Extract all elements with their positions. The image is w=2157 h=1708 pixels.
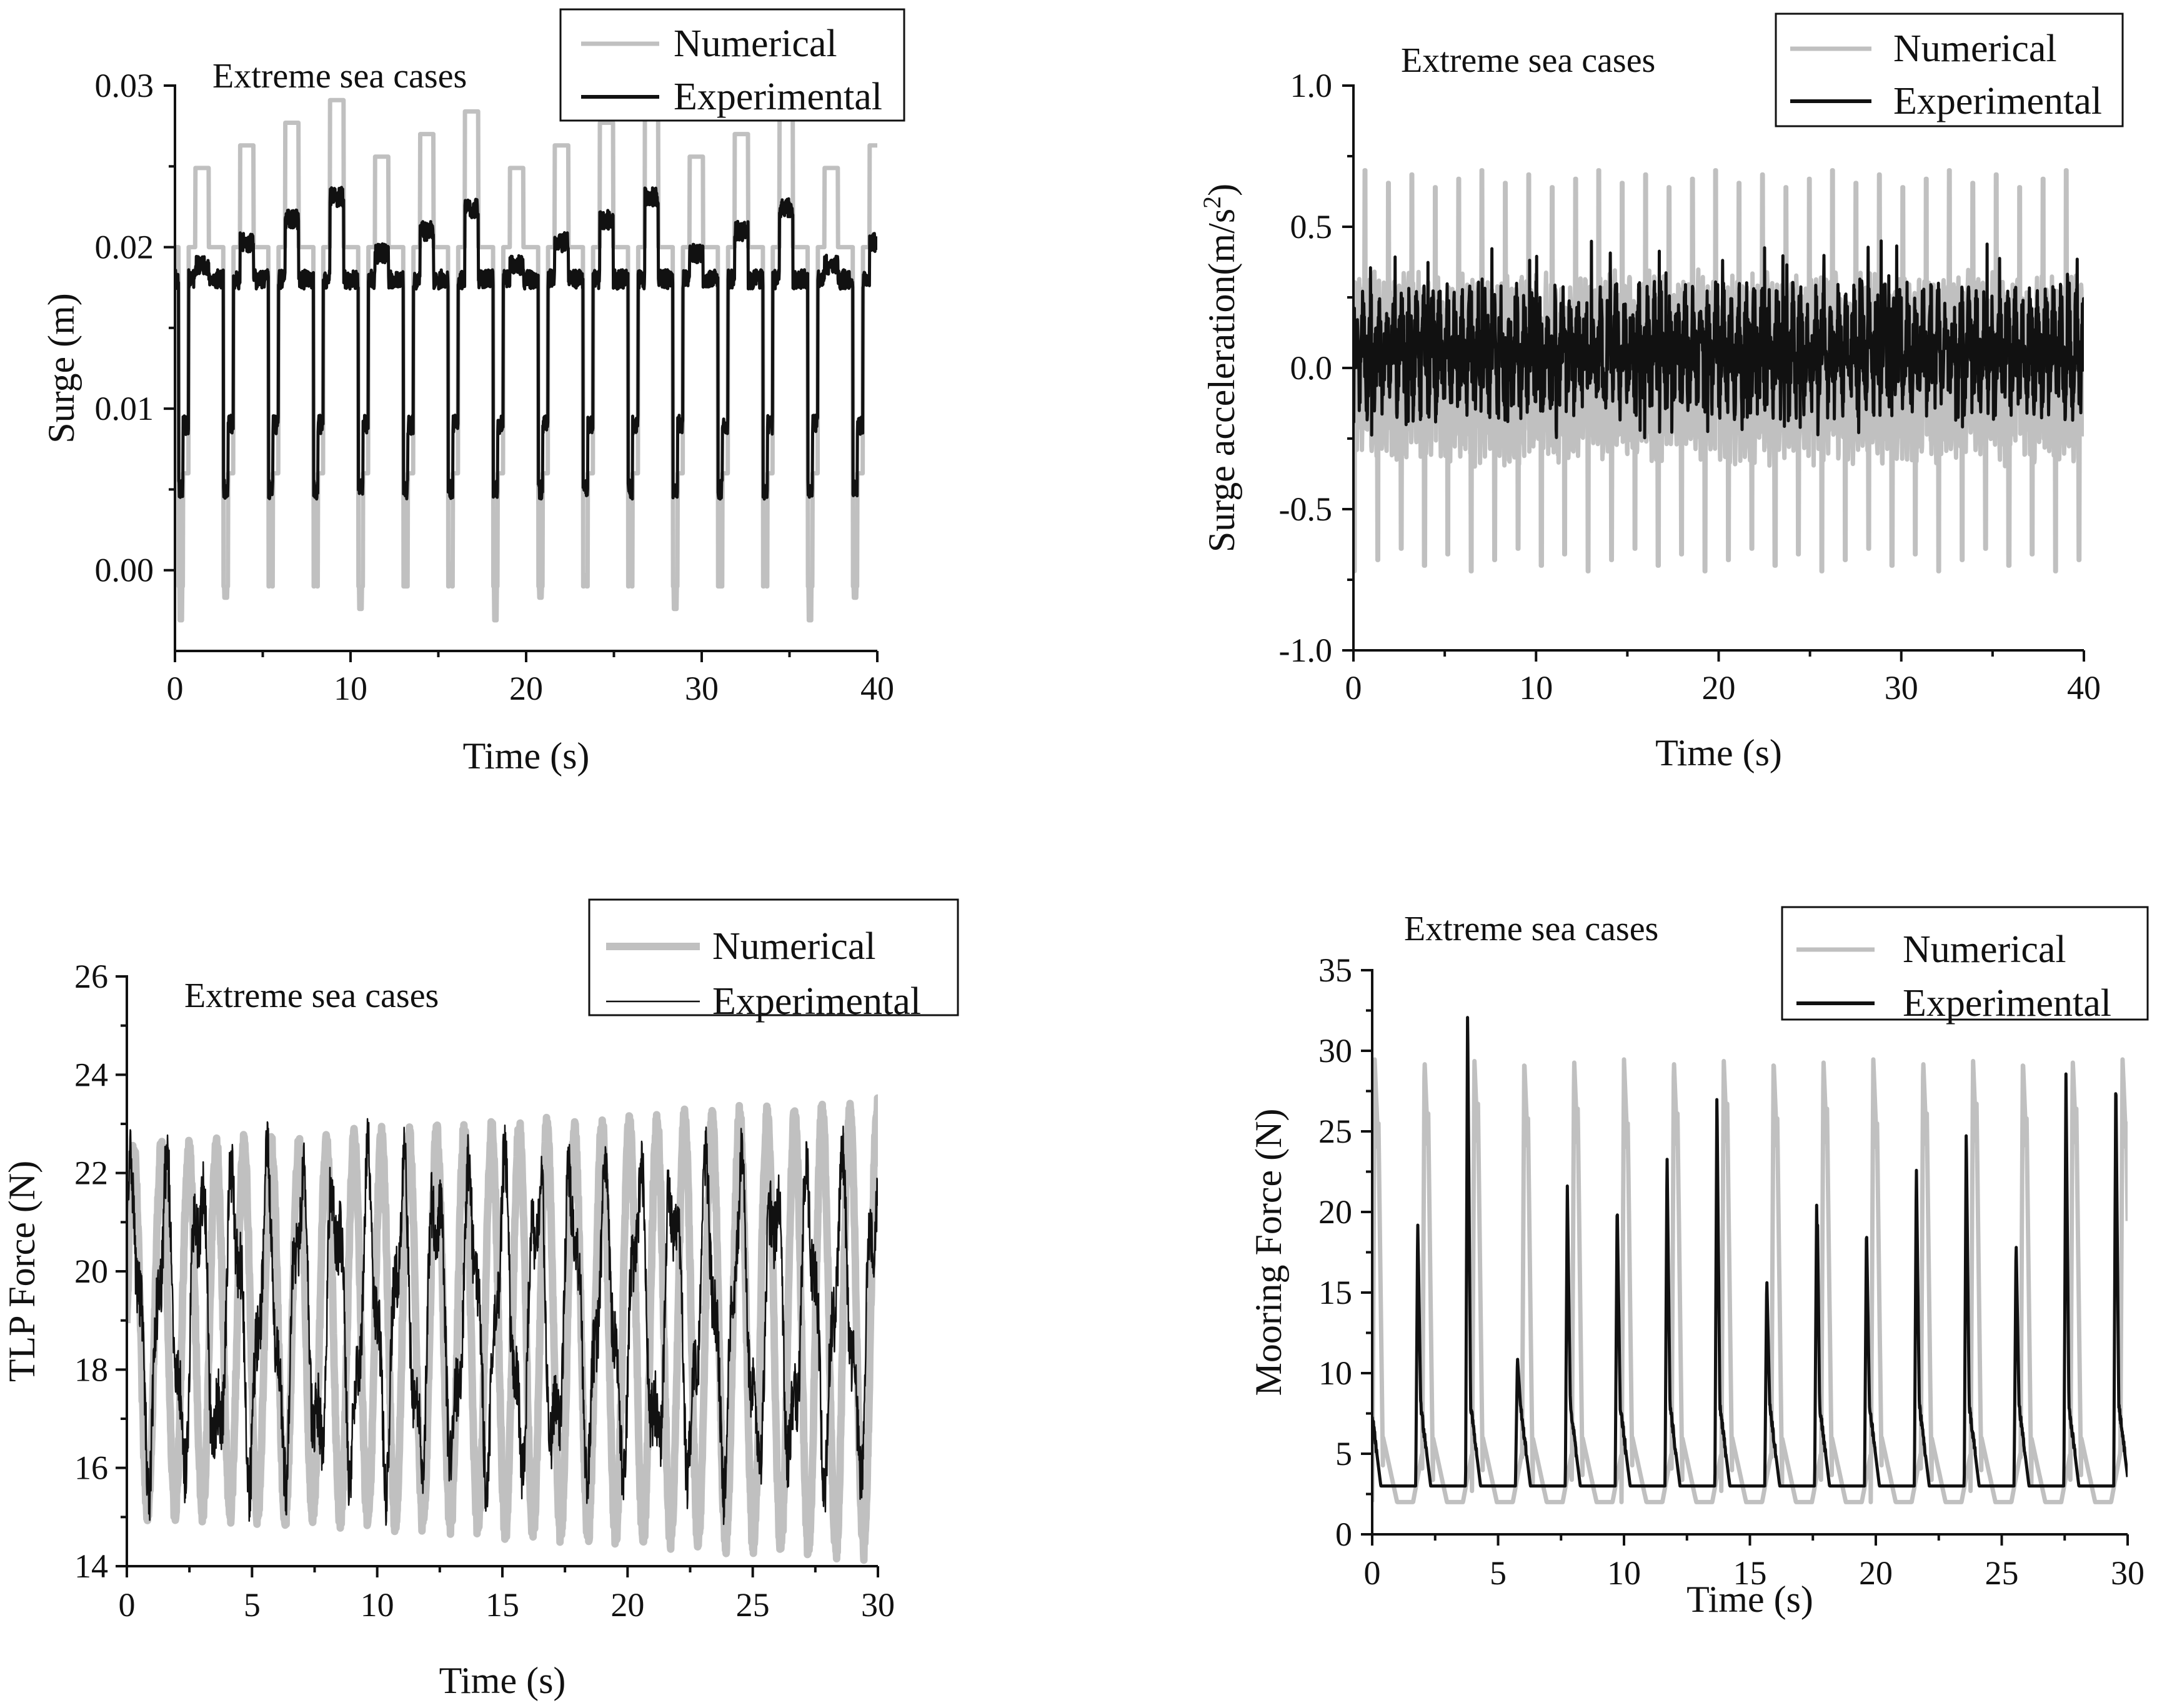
chart-panel-4: 0 5 10 15 20 25 30 35 0 5 10 15 20 25 30 Time (s) Moorin… (1248, 906, 2149, 1620)
legend-label-experimental: Experimental (712, 980, 921, 1023)
legend: Numerical Experimental (1775, 12, 2124, 127)
legend: Numerical Experimental (588, 898, 959, 1023)
y-tick-label: 24 (74, 1056, 108, 1093)
y-axis-title: Surge acceleration(m/s2) (1198, 184, 1242, 552)
x-tick-label: 15 (486, 1586, 519, 1624)
legend-label-experimental: Experimental (1893, 80, 2102, 122)
x-tick-label: 15 (1733, 1554, 1767, 1592)
x-tick-label: 25 (1985, 1554, 2019, 1592)
y-tick-label: 0.02 (95, 229, 154, 266)
legend-box (1781, 906, 2149, 1021)
x-tick-label: 20 (1702, 669, 1736, 707)
series-group (175, 97, 877, 623)
x-tick-label: 10 (361, 1586, 394, 1624)
y-tick-label: 20 (1318, 1193, 1352, 1231)
y-axis-title: Mooring Force (N) (1248, 1109, 1289, 1396)
x-tick-label: 40 (2067, 669, 2101, 707)
x-axis-title: Time (s) (439, 1660, 566, 1701)
y-axis-title-text: TLP Force (N) (1, 1161, 42, 1382)
y-tick-label: 0.03 (95, 67, 154, 104)
y-axis-title: TLP Force (N) (1, 1161, 42, 1382)
x-tick-label: 20 (509, 670, 543, 707)
series-group (127, 1094, 878, 1564)
y-tick-label: 25 (1318, 1113, 1352, 1150)
legend-label-experimental: Experimental (674, 76, 882, 118)
y-axis-title-tail: ) (1201, 184, 1242, 196)
x-tick-label: 30 (685, 670, 719, 707)
y-tick-label: 14 (74, 1547, 108, 1585)
x-tick-label: 25 (736, 1586, 770, 1624)
x-axis-title: Time (s) (1686, 1579, 1813, 1620)
series-line-experimental (1372, 1016, 2128, 1488)
x-tick-label: 30 (1885, 669, 1918, 707)
y-tick-label: 0 (1335, 1516, 1352, 1553)
series-line-experimental (127, 1118, 878, 1526)
y-tick-label: 0.00 (95, 552, 154, 589)
series-group (1353, 168, 2084, 573)
legend: Numerical Experimental (559, 8, 905, 122)
chart-panel-2: -1.0 -0.5 0.0 0.5 1.0 0 10 20 30 40 Time (s) Surge … (1198, 12, 2124, 773)
y-tick-label: 15 (1318, 1274, 1352, 1311)
y-tick-label: -1.0 (1279, 632, 1332, 669)
x-tick-label: 10 (334, 670, 367, 707)
panel-title: Extreme sea cases (212, 57, 467, 96)
y-tick-label: 0.0 (1290, 349, 1333, 387)
y-tick-label: 0.5 (1290, 208, 1333, 246)
x-tick-label: 0 (119, 1586, 136, 1624)
legend-box (1775, 12, 2124, 127)
y-tick-label: 35 (1318, 951, 1352, 989)
y-tick-label: 1.0 (1290, 67, 1333, 104)
y-tick-label: 22 (74, 1154, 108, 1192)
x-tick-label: 0 (1364, 1554, 1381, 1592)
chart-panel-3: 14 16 18 20 22 24 26 0 5 10 15 20 25 30 Time (s) TLP Fo… (1, 898, 959, 1701)
series-line-experimental (1353, 239, 2084, 440)
x-tick-label: 5 (244, 1586, 261, 1624)
y-axis-title-text: Surge acceleration(m/s (1201, 209, 1242, 552)
x-tick-label: 0 (1345, 669, 1362, 707)
series-line-numerical (1372, 1057, 2128, 1504)
x-axis-title: Time (s) (1655, 732, 1782, 773)
y-axis-title-text: Mooring Force (N) (1248, 1109, 1289, 1396)
legend-label-numerical: Numerical (712, 925, 876, 968)
y-tick-label: 0.01 (95, 390, 154, 427)
x-tick-label: 10 (1607, 1554, 1641, 1592)
chart-panel-1: 0.00 0.01 0.02 0.03 0 10 20 30 40 Time (s) Surge (… (41, 8, 905, 777)
x-tick-label: 20 (610, 1586, 644, 1624)
series-group (1372, 1016, 2128, 1504)
y-tick-label: 16 (74, 1449, 108, 1487)
x-tick-label: 0 (167, 670, 184, 707)
y-axis-title: Surge (m) (41, 293, 82, 444)
panel-title: Extreme sea cases (1401, 41, 1655, 80)
series-line-experimental (175, 186, 877, 501)
series-line-numerical (127, 1094, 878, 1564)
legend-label-numerical: Numerical (1893, 27, 2057, 70)
x-tick-label: 40 (860, 670, 894, 707)
y-tick-label: 30 (1318, 1032, 1352, 1070)
y-tick-label: 5 (1335, 1435, 1352, 1472)
y-tick-label: 18 (74, 1351, 108, 1388)
y-tick-label: 26 (74, 958, 108, 995)
y-tick-label: -0.5 (1279, 490, 1332, 528)
legend-label-numerical: Numerical (674, 22, 837, 65)
x-tick-label: 30 (861, 1586, 895, 1624)
y-tick-label: 20 (74, 1253, 108, 1290)
legend-label-experimental: Experimental (1903, 982, 2111, 1025)
legend-box (559, 8, 905, 122)
x-tick-label: 5 (1490, 1554, 1507, 1592)
series-line-numerical (175, 97, 877, 623)
legend-box (588, 898, 959, 1016)
y-axis-title-text: Surge (m) (41, 293, 82, 444)
panel-title: Extreme sea cases (1404, 910, 1658, 948)
panel-title: Extreme sea cases (184, 976, 439, 1015)
legend-label-numerical: Numerical (1903, 928, 2066, 971)
x-tick-label: 10 (1519, 669, 1553, 707)
x-axis-title: Time (s) (463, 735, 590, 777)
x-tick-label: 20 (1859, 1554, 1893, 1592)
legend: Numerical Experimental (1781, 906, 2149, 1025)
x-tick-label: 30 (2111, 1554, 2145, 1592)
y-axis-title-superscript: 2 (1198, 196, 1226, 209)
y-tick-label: 10 (1318, 1354, 1352, 1392)
